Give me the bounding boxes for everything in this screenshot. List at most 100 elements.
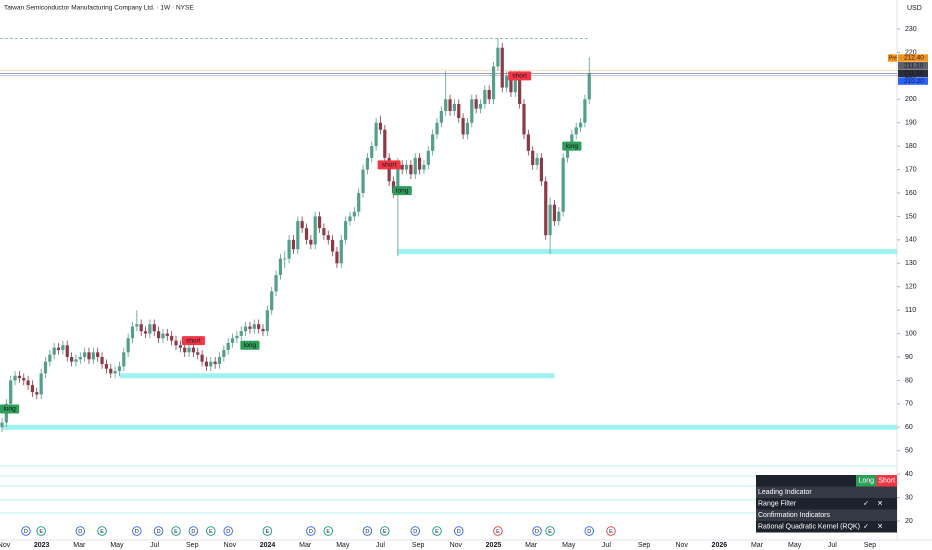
indicator-table: Long Short Leading Indicator Range Filter ✓ ✕… — [756, 475, 897, 533]
x-tick-label: Jul — [376, 542, 385, 549]
candle-body — [435, 122, 439, 135]
y-tick-label: 70 — [905, 401, 913, 408]
event-marker — [410, 526, 421, 536]
event-label: D — [457, 529, 461, 535]
table-cross: ✕ — [877, 524, 883, 531]
candle-body — [187, 347, 191, 353]
event-label: E — [435, 529, 439, 535]
candle-body — [213, 361, 217, 365]
price-prefix: Pre — [889, 55, 897, 61]
y-tick-label: 200 — [905, 96, 917, 103]
candle-body — [174, 340, 178, 346]
candle-body — [309, 239, 313, 245]
event-marker — [432, 526, 442, 536]
event-label: E — [383, 529, 387, 535]
signal-badge — [181, 336, 205, 346]
candle-body — [178, 345, 182, 348]
event-marker — [606, 526, 616, 536]
candle-body — [583, 99, 587, 123]
candle-body — [557, 211, 561, 222]
table-row — [756, 498, 897, 510]
signal-badge — [0, 404, 20, 414]
x-tick-label: Nov — [675, 542, 688, 549]
candle-body — [452, 103, 456, 111]
candle-body — [548, 204, 552, 236]
candle-body — [139, 324, 143, 332]
candle-body — [257, 324, 261, 329]
candle-body — [200, 354, 204, 362]
candle-body — [444, 99, 448, 111]
candle-body — [43, 361, 48, 374]
candle-body — [48, 354, 52, 362]
candle-body — [226, 342, 230, 350]
signal-badge — [508, 71, 532, 81]
candle-body — [104, 364, 108, 369]
candle-body — [283, 258, 287, 260]
signal-badge — [377, 160, 401, 170]
candle-body — [291, 239, 296, 250]
candle-body — [470, 99, 474, 123]
candle-body — [0, 422, 4, 428]
candle-body — [496, 47, 500, 67]
candle-body — [22, 378, 26, 381]
candle-body — [83, 352, 87, 357]
event-marker — [262, 526, 273, 536]
candle-body — [74, 359, 78, 362]
x-tick-label: Sep — [412, 542, 425, 549]
candle-body — [148, 324, 152, 334]
y-tick-label: 40 — [905, 471, 913, 478]
event-label: D — [78, 529, 82, 535]
candle-body — [331, 239, 335, 252]
x-tick-label: May — [562, 542, 576, 549]
candle-body — [491, 66, 496, 100]
table-header: Short — [878, 478, 895, 485]
signal-label: long — [396, 187, 409, 194]
x-tick-label: Mar — [525, 542, 538, 549]
event-label: E — [266, 529, 270, 535]
candle-body — [61, 345, 65, 350]
candle-body — [65, 345, 69, 357]
table-row-label: Rational Quadratic Kernel (RQK) — [758, 524, 860, 531]
zone — [119, 373, 555, 379]
event-marker — [306, 526, 316, 536]
event-marker — [21, 526, 31, 536]
candle-body — [396, 164, 400, 193]
x-tick-label: May — [788, 542, 802, 549]
event-marker — [75, 526, 86, 536]
price-label: 212.40 — [904, 55, 924, 62]
candle-body — [313, 216, 317, 245]
event-marker — [206, 526, 216, 536]
signal-label: long — [244, 342, 257, 349]
signal-label: long — [3, 406, 16, 413]
y-tick-label: 190 — [905, 120, 917, 127]
candle-body — [474, 99, 478, 109]
y-tick-label: 150 — [905, 213, 917, 220]
x-tick-label: Jul — [828, 542, 837, 549]
candle-body — [487, 89, 491, 100]
y-tick-label: 60 — [905, 424, 913, 431]
x-tick-label: May — [110, 542, 124, 549]
candle-body — [387, 157, 391, 182]
event-label: D — [587, 529, 591, 535]
candle-body — [196, 352, 200, 355]
candle-body — [30, 385, 35, 393]
candle-body — [317, 216, 322, 229]
candle-body — [135, 324, 139, 327]
candle-body — [239, 331, 243, 336]
y-tick-label: 180 — [905, 143, 917, 150]
event-marker — [532, 526, 542, 536]
candle-body — [248, 326, 252, 329]
x-tick-label: 2025 — [486, 542, 502, 549]
x-tick-label: Nov — [0, 542, 11, 549]
candle-body — [513, 75, 517, 93]
y-tick-label: 20 — [905, 518, 913, 525]
candle-body — [130, 326, 135, 339]
event-marker — [153, 526, 164, 536]
table-row-label: Leading Indicator — [758, 489, 812, 496]
table-check: ✓ — [863, 524, 869, 531]
price-badge — [898, 54, 928, 62]
candle-body — [561, 157, 565, 212]
y-tick-label: 160 — [905, 190, 917, 197]
price-label: 211.10 — [904, 62, 924, 69]
